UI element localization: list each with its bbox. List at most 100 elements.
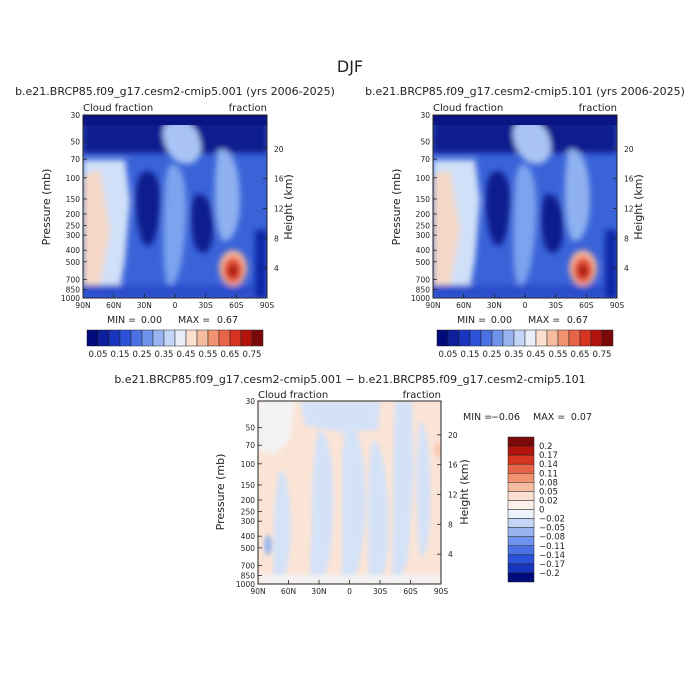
pressure-tick-label: 30 xyxy=(420,111,430,120)
colorbar-label: 0.45 xyxy=(527,350,546,360)
colorbar-label: 0.17 xyxy=(539,451,558,461)
colorbar-swatch xyxy=(524,329,537,347)
pressure-tick-label: 400 xyxy=(416,246,431,255)
pressure-tick-label: 850 xyxy=(241,572,256,581)
latitude-tick-label: 60S xyxy=(579,301,594,310)
height-tick-label: 4 xyxy=(448,550,453,559)
panel-2-min-value: 0.00 xyxy=(491,315,512,326)
colorbar-label: 0.65 xyxy=(571,350,590,360)
panel-1-min-value: 0.00 xyxy=(141,315,162,326)
colorbar-swatch xyxy=(507,518,535,528)
colorbar-swatch xyxy=(469,329,482,347)
colorbar-label: 0.35 xyxy=(505,350,524,360)
panel-1-ylabel: Pressure (mb) xyxy=(40,169,53,246)
panel-1-max-label: MAX = xyxy=(178,315,210,326)
colorbar-swatch xyxy=(579,329,592,347)
colorbar-label: 0.25 xyxy=(133,350,152,360)
colorbar-swatch xyxy=(507,473,535,483)
panel-2-max-value: 0.67 xyxy=(567,315,588,326)
colorbar-swatch xyxy=(447,329,460,347)
height-tick-label: 12 xyxy=(274,205,284,214)
pressure-tick-label: 70 xyxy=(70,155,80,164)
pressure-tick-label: 70 xyxy=(245,441,255,450)
panel-1-min-label: MIN = xyxy=(107,315,136,326)
colorbar-swatch xyxy=(507,527,535,537)
latitude-tick-label: 30N xyxy=(487,301,502,310)
colorbar-label: 0.2 xyxy=(539,442,553,452)
panel-1-subtitle-left: Cloud fraction xyxy=(83,103,153,114)
colorbar-swatch xyxy=(108,329,121,347)
pressure-tick-label: 200 xyxy=(66,210,81,219)
pressure-tick-label: 50 xyxy=(245,424,255,433)
pressure-tick-label: 200 xyxy=(416,210,431,219)
colorbar-swatch xyxy=(207,329,220,347)
colorbar-swatch xyxy=(507,491,535,501)
panel-3-subtitle-left: Cloud fraction xyxy=(258,390,328,401)
latitude-tick-label: 90N xyxy=(75,301,90,310)
colorbar-label: 0.75 xyxy=(593,350,612,360)
height-tick-label: 12 xyxy=(624,205,634,214)
colorbar-label: 0.25 xyxy=(483,350,502,360)
colorbar-label: 0 xyxy=(539,506,544,516)
pressure-tick-label: 1000 xyxy=(236,580,255,589)
colorbar-swatch xyxy=(436,329,449,347)
pressure-tick-label: 1000 xyxy=(411,294,430,303)
height-tick-label: 20 xyxy=(274,145,284,154)
latitude-tick-label: 90N xyxy=(250,587,265,596)
colorbar-swatch xyxy=(507,445,535,456)
pressure-tick-label: 400 xyxy=(66,246,81,255)
height-tick-label: 8 xyxy=(624,234,629,243)
colorbar-swatch xyxy=(507,482,535,492)
pressure-tick-label: 50 xyxy=(420,138,430,147)
panel-3-hticks: 20 16 12 8 4 xyxy=(437,431,458,559)
panel-3-min-value: −0.06 xyxy=(491,412,520,423)
colorbar-swatch xyxy=(141,329,154,347)
pressure-tick-label: 700 xyxy=(241,561,256,570)
pressure-tick-label: 850 xyxy=(416,286,431,295)
latitude-tick-label: 60N xyxy=(106,301,121,310)
colorbar-swatch xyxy=(97,329,110,347)
height-tick-label: 4 xyxy=(624,264,629,273)
panel-3-max-value: 0.07 xyxy=(571,412,592,423)
pressure-tick-label: 150 xyxy=(241,481,256,490)
panel-2-ylabel-right: Height (km) xyxy=(632,174,645,240)
colorbar-swatch xyxy=(174,329,187,347)
colorbar-swatch xyxy=(458,329,471,347)
colorbar-swatch xyxy=(507,563,535,574)
pressure-tick-label: 300 xyxy=(416,231,431,240)
colorbar-swatch xyxy=(130,329,143,347)
latitude-tick-label: 0 xyxy=(347,587,352,596)
colorbar-swatch xyxy=(507,500,535,510)
latitude-tick-label: 60N xyxy=(281,587,296,596)
latitude-tick-label: 90S xyxy=(260,301,275,310)
pressure-tick-label: 150 xyxy=(66,195,81,204)
panel-3-xticks: 90N 60N 30N 0 30S 60S 90S xyxy=(250,580,448,596)
panel-2-colorbar: 0.05 0.15 0.25 0.35 0.45 0.55 0.65 0.75 xyxy=(436,329,614,360)
colorbar-label: 0.14 xyxy=(539,460,558,470)
panel-2-subtitle-right: fraction xyxy=(579,103,617,114)
panel-3-ylabel: Pressure (mb) xyxy=(214,454,227,531)
pressure-tick-label: 1000 xyxy=(61,294,80,303)
panel-3-title: b.e21.BRCP85.f09_g17.cesm2-cmip5.001 − b… xyxy=(114,373,585,386)
panel-3-ylabel-right: Height (km) xyxy=(458,459,471,525)
colorbar-label: 0.65 xyxy=(221,350,240,360)
colorbar-swatch xyxy=(557,329,570,347)
colorbar-label: −0.08 xyxy=(539,533,565,543)
panel-1-title: b.e21.BRCP85.f09_g17.cesm2-cmip5.001 (yr… xyxy=(15,85,335,98)
colorbar-swatch xyxy=(229,329,242,347)
colorbar-label: 0.05 xyxy=(439,350,458,360)
panel-3-max-label: MAX = xyxy=(533,412,565,423)
pressure-tick-label: 250 xyxy=(416,222,431,231)
colorbar-label: −0.11 xyxy=(539,542,565,552)
colorbar-swatch xyxy=(119,329,132,347)
latitude-tick-label: 90S xyxy=(610,301,625,310)
height-tick-label: 16 xyxy=(274,175,284,184)
panel-1-subtitle-right: fraction xyxy=(229,103,267,114)
colorbar-label: −0.2 xyxy=(539,569,560,579)
pressure-tick-label: 100 xyxy=(416,174,431,183)
colorbar-label: 0.55 xyxy=(549,350,568,360)
colorbar-swatch xyxy=(507,536,535,546)
pressure-tick-label: 70 xyxy=(420,155,430,164)
panel-2-min-label: MIN = xyxy=(457,315,486,326)
pressure-tick-label: 30 xyxy=(245,397,255,406)
